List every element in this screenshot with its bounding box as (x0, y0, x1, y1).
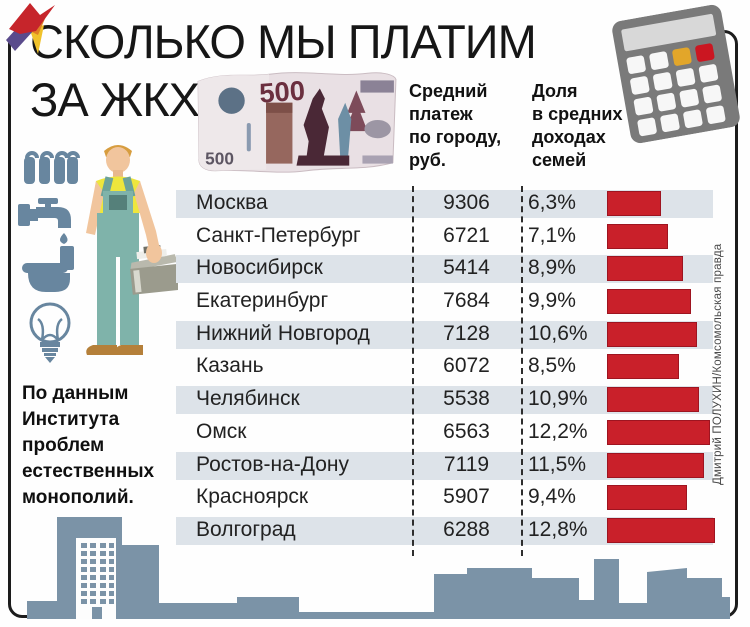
city-name: Красноярск (196, 485, 309, 509)
share-value: 8,5% (528, 354, 576, 378)
share-bar (607, 321, 697, 347)
share-bar (607, 223, 668, 249)
city-name: Москва (196, 191, 268, 214)
banknote-500-icon: 500 500 (193, 64, 401, 180)
share-bar (607, 256, 683, 282)
firebird-logo-icon (0, 0, 56, 56)
city-name: Ростов-на-Дону (196, 452, 349, 476)
title-background (24, 0, 620, 76)
payment-value: 7128 (443, 321, 490, 345)
table-row: Ростов-на-Дону 7119 11,5% (176, 451, 713, 480)
share-bar (607, 354, 679, 380)
city-payments-table: Москва 9306 6,3% Санкт-Петербург 6721 7,1% Н… (176, 190, 715, 550)
table-row: Волгоград 6288 12,8% (176, 516, 715, 545)
city-name: Челябинск (196, 387, 300, 411)
share-bar (607, 485, 687, 511)
light-bulb-icon (24, 300, 78, 369)
table-row: Новосибирск 5414 8,9% (176, 255, 713, 284)
table-row: Нижний Новгород 7128 10,6% (176, 320, 713, 349)
payment-value: 5907 (443, 485, 490, 509)
share-value: 9,9% (528, 289, 576, 313)
calculator-icon (610, 3, 742, 145)
column-separator (412, 186, 414, 556)
column-header-share: Доля в средних доходах семей (532, 81, 623, 170)
plumber-figure (66, 141, 181, 369)
toilet-icon (22, 246, 78, 303)
payment-value: 6288 (443, 517, 490, 541)
share-value: 7,1% (528, 223, 576, 247)
payment-value: 6072 (443, 354, 490, 378)
city-name: Волгоград (196, 517, 296, 541)
city-name: Екатеринбург (196, 289, 329, 313)
city-name: Омск (196, 419, 247, 443)
share-bar (607, 191, 661, 216)
share-bar (607, 289, 691, 315)
source-note: По данным Института проблем естественных… (22, 383, 155, 508)
payment-value: 6563 (443, 419, 490, 443)
city-name: Нижний Новгород (196, 321, 370, 345)
column-separator (521, 186, 523, 556)
payment-value: 5538 (443, 387, 490, 411)
water-tap-icon (18, 190, 80, 249)
share-bar (607, 387, 699, 413)
table-row: Санкт-Петербург 6721 7,1% (176, 223, 713, 251)
page-title-line1: СКОЛЬКО МЫ ПЛАТИМ (30, 15, 537, 68)
share-bar (607, 452, 704, 478)
table-row: Омск 6563 12,2% (176, 419, 713, 447)
share-value: 10,9% (528, 387, 588, 411)
payment-value: 9306 (443, 191, 490, 214)
banknote-denomination-small: 500 (205, 149, 234, 169)
table-row: Казань 6072 8,5% (176, 353, 713, 381)
share-value: 12,2% (528, 419, 588, 443)
page-title-line2: ЗА ЖКХ (30, 73, 200, 126)
city-name: Новосибирск (196, 256, 323, 280)
table-row: Екатеринбург 7684 9,9% (176, 288, 713, 316)
payment-value: 7684 (443, 289, 490, 313)
city-skyline (10, 510, 737, 619)
share-bar (607, 419, 710, 445)
table-row: Челябинск 5538 10,9% (176, 386, 713, 415)
share-bar (607, 517, 715, 543)
city-name: Казань (196, 354, 264, 378)
column-header-payment: Средний платеж по городу, руб. (409, 81, 502, 170)
author-credit: Дмитрий ПОЛУХИН/Комсомольская правда (712, 243, 724, 485)
share-value: 8,9% (528, 256, 576, 280)
banknote-denomination-big: 500 (258, 75, 306, 109)
payment-value: 6721 (443, 223, 490, 247)
table-row: Красноярск 5907 9,4% (176, 484, 713, 512)
share-value: 11,5% (528, 452, 586, 476)
share-value: 9,4% (528, 485, 576, 509)
payment-value: 7119 (443, 452, 490, 476)
table-row: Москва 9306 6,3% (176, 190, 713, 218)
payment-value: 5414 (443, 256, 490, 280)
radiator-icon (20, 146, 80, 191)
city-name: Санкт-Петербург (196, 223, 361, 247)
share-value: 10,6% (528, 321, 588, 345)
share-value: 12,8% (528, 517, 588, 541)
share-value: 6,3% (528, 191, 576, 214)
